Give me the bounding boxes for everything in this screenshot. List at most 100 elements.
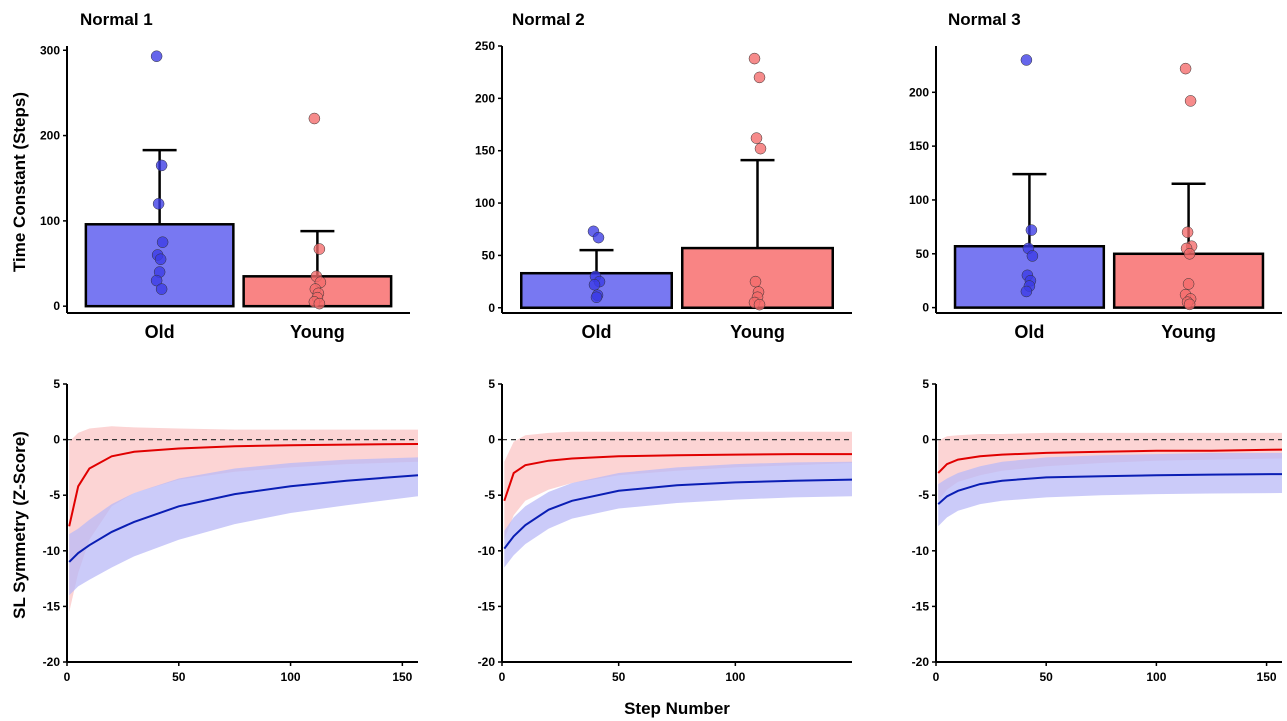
y-tick-label: 100 [475,196,495,210]
data-point-young [313,297,326,310]
bar-panel-2: Normal 2 Old Young 0 50 100 150 200 250 [475,10,852,342]
y-tick-label: 150 [475,144,495,158]
data-point-old [1026,250,1039,262]
category-label-young: Young [290,322,345,342]
y-tick-label: 0 [53,299,60,313]
panel-title: Normal 3 [948,10,1021,29]
y-tick-label: 300 [40,43,60,57]
y-tick-label: -5 [49,488,60,502]
y-tick-label: 5 [53,377,60,391]
x-tick-label: 0 [499,670,506,684]
x-tick-label: 50 [612,670,626,684]
data-point-old [592,231,605,244]
x-tick-label: 50 [1040,670,1054,684]
y-tick-label: 0 [922,301,929,315]
x-tick-label: 150 [392,670,412,684]
data-point-young [1183,248,1196,260]
category-label-old: Old [145,322,175,342]
data-point-old [154,253,167,266]
y-tick-label: 200 [475,91,495,105]
data-point-young [313,243,326,255]
x-tick-label: 100 [725,670,745,684]
category-label-young: Young [1161,322,1216,342]
data-point-young [753,298,766,311]
data-point-old [590,291,603,304]
data-point-young [753,71,766,84]
y-tick-label: -10 [478,544,496,558]
data-point-old [1020,285,1033,298]
category-label-young: Young [730,322,785,342]
confidence-band-young [69,426,418,612]
category-label-old: Old [582,322,612,342]
line-panel-3: 50-5-10-15-200 50 100 150 [912,377,1283,684]
bar-panel-1: Normal 1 Old Young 0 100 200 300 [40,10,410,342]
y-tick-label: -15 [43,599,61,613]
x-tick-label: 0 [933,670,940,684]
data-point-old [152,198,165,210]
y-tick-label: 200 [909,85,929,99]
y-tick-label: -20 [43,655,61,669]
data-point-old [155,283,168,295]
data-point-old [150,50,163,62]
series-line-young [68,443,419,527]
data-point-old [588,278,601,291]
y-tick-label: 0 [922,433,929,447]
data-point-old [156,236,169,248]
y-tick-label: 100 [40,214,60,228]
y-tick-label: 50 [482,248,496,262]
panel-title: Normal 1 [80,10,153,29]
x-tick-label: 150 [1257,670,1277,684]
panel-title: Normal 2 [512,10,585,29]
data-point-young [754,142,767,155]
y-tick-label: 50 [916,247,930,261]
x-tick-label: 100 [281,670,301,684]
y-tick-label: 150 [909,139,929,153]
y-tick-label: -5 [484,488,495,502]
data-point-old [150,274,163,287]
y-tick-label: 5 [922,377,929,391]
x-axis-label-bottom: Step Number [624,699,730,718]
y-axis-label-top: Time Constant (Steps) [10,92,29,272]
y-tick-label: 0 [488,301,495,315]
y-tick-label: -5 [918,488,929,502]
data-point-young [1183,298,1196,311]
series-line-young [503,453,852,502]
data-point-young [750,132,763,144]
y-tick-label: -10 [43,544,61,558]
y-tick-label: 5 [488,377,495,391]
confidence-band-old [938,452,1282,527]
bar-panel-3: Normal 3 Old Young 0 50 100 150 200 [909,10,1282,342]
y-tick-label: -10 [912,544,930,558]
y-tick-label: 250 [475,39,495,53]
y-axis-label-bottom: SL Symmetry (Z-Score) [10,431,29,619]
series-line-old [503,478,853,550]
x-tick-label: 0 [64,670,71,684]
panels: Normal 1 Old Young 0 100 200 300 Normal 2 Old You… [40,10,1283,684]
line-panel-2: 50-5-10-15-200 50 100 [478,377,853,684]
y-tick-label: -15 [478,599,496,613]
data-point-old [1020,54,1033,66]
x-tick-label: 100 [1146,670,1166,684]
confidence-band-old [504,461,852,568]
data-point-young [308,112,321,125]
series-line-old [68,474,419,563]
data-point-young [1181,226,1194,239]
y-tick-label: 0 [488,433,495,447]
line-panel-1: 50-5-10-15-200 50 100 150 [43,377,419,684]
confidence-band-old [69,457,418,596]
data-point-young [748,52,761,65]
data-point-old [155,159,168,172]
y-tick-label: 200 [40,129,60,143]
y-tick-label: -15 [912,599,930,613]
data-point-young [749,275,762,288]
data-point-young [1184,95,1197,107]
y-tick-label: -20 [912,655,930,669]
data-point-old [1025,224,1038,236]
category-label-old: Old [1014,322,1044,342]
y-tick-label: 100 [909,193,929,207]
y-tick-label: -20 [478,655,496,669]
series-line-old [937,473,1283,505]
data-point-young [1182,278,1195,290]
x-tick-label: 50 [172,670,186,684]
